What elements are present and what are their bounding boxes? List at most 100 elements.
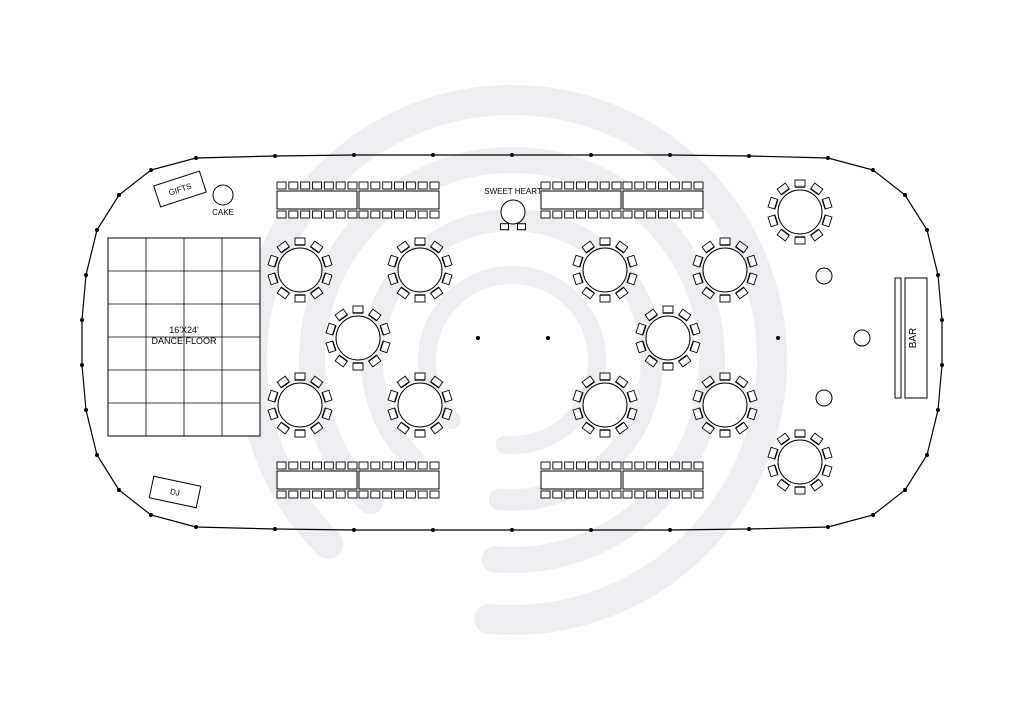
chair: [277, 376, 289, 388]
chair: [694, 182, 703, 189]
round-table: [326, 306, 390, 370]
tent-pole-dot: [747, 527, 751, 531]
chair: [301, 211, 310, 218]
chair: [623, 491, 632, 498]
chair: [383, 182, 392, 189]
chair: [777, 183, 789, 195]
tent-pole-dot: [117, 488, 121, 492]
chair: [406, 462, 415, 469]
chair: [577, 462, 586, 469]
tent-pole-dot: [431, 528, 435, 532]
chair: [588, 491, 597, 498]
round-table: [388, 373, 452, 437]
chair: [277, 211, 286, 218]
svg-text:SWEET HEART: SWEET HEART: [484, 187, 542, 196]
chair: [616, 376, 628, 388]
chair: [541, 182, 550, 189]
cocktail-table: [854, 330, 870, 346]
chair: [289, 211, 298, 218]
chair: [682, 211, 691, 218]
chair: [442, 273, 452, 285]
chair: [694, 491, 703, 498]
chair: [335, 309, 347, 321]
tent-pole-dot: [871, 168, 875, 172]
round-table: [693, 373, 757, 437]
sweetheart-table: [501, 200, 525, 224]
chair: [679, 309, 691, 321]
chair: [588, 211, 597, 218]
chair: [635, 182, 644, 189]
chair: [277, 462, 286, 469]
svg-text:DANCE FLOOR: DANCE FLOOR: [151, 336, 217, 346]
chair: [670, 182, 679, 189]
chair: [577, 211, 586, 218]
dj-booth: DJ: [149, 476, 201, 507]
chair: [415, 238, 425, 245]
floorplan-svg: 16'X24'DANCE FLOORGIFTSCAKEDJSWEET HEART…: [0, 0, 1024, 720]
tent-pole-dot: [80, 363, 84, 367]
chair: [383, 462, 392, 469]
chair: [430, 182, 439, 189]
chair: [336, 182, 345, 189]
chair: [612, 462, 621, 469]
chair: [277, 287, 289, 299]
chair: [324, 491, 333, 498]
chair: [647, 211, 656, 218]
chair: [795, 180, 805, 187]
chair: [659, 211, 668, 218]
chair: [811, 229, 823, 241]
chair: [720, 430, 730, 437]
tent-pole-dot: [668, 528, 672, 532]
chair: [277, 422, 289, 434]
chair: [430, 491, 439, 498]
tent-pole-dot: [194, 156, 198, 160]
chair: [336, 211, 345, 218]
chair: [348, 182, 357, 189]
chair: [582, 422, 594, 434]
chair: [442, 255, 452, 267]
chair: [418, 211, 427, 218]
svg-text:BAR: BAR: [908, 328, 919, 349]
chair: [627, 390, 637, 402]
chair: [577, 182, 586, 189]
chair: [359, 211, 368, 218]
chair: [694, 211, 703, 218]
chair: [795, 430, 805, 437]
chair: [573, 255, 583, 267]
tent-pole-dot: [80, 318, 84, 322]
chair: [383, 211, 392, 218]
round-table: [388, 238, 452, 302]
pole-dot: [546, 336, 550, 340]
chair: [720, 238, 730, 245]
tent-pole-dot: [903, 193, 907, 197]
chair: [612, 211, 621, 218]
chair: [659, 491, 668, 498]
banquet-table: [541, 462, 703, 498]
tent-pole-dot: [273, 154, 277, 158]
chair: [573, 273, 583, 285]
chair: [702, 241, 714, 253]
tent-pole-dot: [940, 318, 944, 322]
cocktail-table: [816, 390, 832, 406]
chair: [311, 241, 323, 253]
chair: [720, 373, 730, 380]
tent-pole-dot: [925, 453, 929, 457]
tent-pole-dot: [747, 154, 751, 158]
chair: [295, 430, 305, 437]
chair: [371, 211, 380, 218]
chair: [518, 224, 526, 230]
round-table: [573, 373, 637, 437]
chair: [326, 341, 336, 353]
chair: [324, 462, 333, 469]
chair: [647, 182, 656, 189]
pole-dot: [476, 336, 480, 340]
chair: [682, 182, 691, 189]
chair: [720, 295, 730, 302]
banquet-table: [277, 182, 439, 218]
chair: [682, 491, 691, 498]
chair: [577, 491, 586, 498]
tent-pole-dot: [925, 228, 929, 232]
chair: [359, 491, 368, 498]
chair: [553, 491, 562, 498]
chair: [289, 182, 298, 189]
